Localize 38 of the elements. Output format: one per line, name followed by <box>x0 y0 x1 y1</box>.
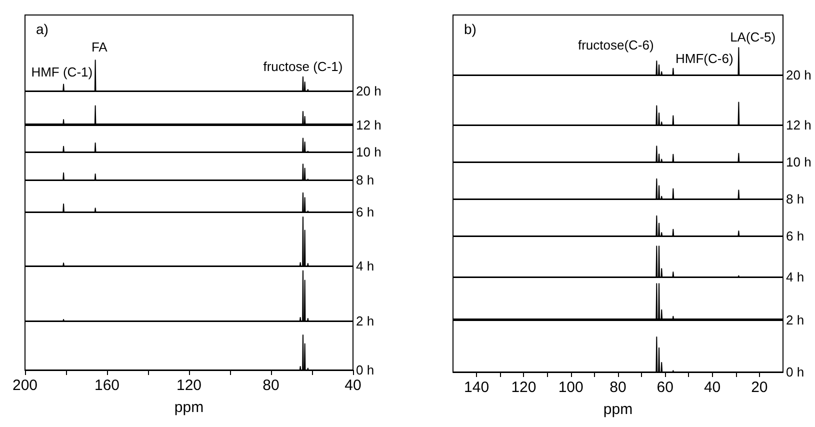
series-label: 20 h <box>786 68 812 82</box>
annotation: HMF (C-1) <box>31 64 93 80</box>
series-label: 2 h <box>356 314 374 328</box>
x-tick-label: 20 <box>751 379 768 396</box>
x-tick-label: 120 <box>511 379 536 396</box>
series-label: 0 h <box>786 364 804 380</box>
series-label: 4 h <box>356 258 374 274</box>
chart-title: a) <box>36 21 48 37</box>
series-label: 0 h <box>356 362 374 378</box>
series-label: 12 h <box>786 117 812 132</box>
series-label: 4 h <box>786 270 804 284</box>
series-label: 8 h <box>356 172 374 188</box>
x-tick-label: 140 <box>464 379 490 396</box>
x-tick-label: 40 <box>704 379 721 396</box>
text: LA(C-5) <box>730 29 776 44</box>
x-tick-label: 40 <box>344 377 362 394</box>
series-label: 20 h <box>356 84 382 98</box>
x-axis-title: ppm <box>603 401 633 418</box>
x-tick-label: 200 <box>12 377 38 394</box>
x-axis-title: ppm <box>174 399 204 416</box>
x-tick-label: 160 <box>94 377 120 394</box>
series-label: 6 h <box>356 204 374 220</box>
series-label: 10 h <box>786 154 812 170</box>
x-tick-label: 80 <box>610 379 626 396</box>
annotation: fructose (C-1) <box>263 58 343 74</box>
x-tick-label: 80 <box>262 377 280 394</box>
annotation: HMF(C-6) <box>676 51 734 66</box>
series-label: 10 h <box>356 144 382 160</box>
series-label: 6 h <box>786 228 804 244</box>
x-tick-label: 100 <box>558 379 584 396</box>
series-label: 8 h <box>786 192 804 206</box>
series-label: 12 h <box>356 117 382 132</box>
chart-title: b) <box>464 21 476 37</box>
series-label: 2 h <box>786 312 804 328</box>
x-tick-label: 120 <box>176 377 202 394</box>
x-tick-label: 60 <box>656 379 674 396</box>
annotation: fructose(C-6) <box>578 37 654 52</box>
text: FA <box>91 39 108 54</box>
